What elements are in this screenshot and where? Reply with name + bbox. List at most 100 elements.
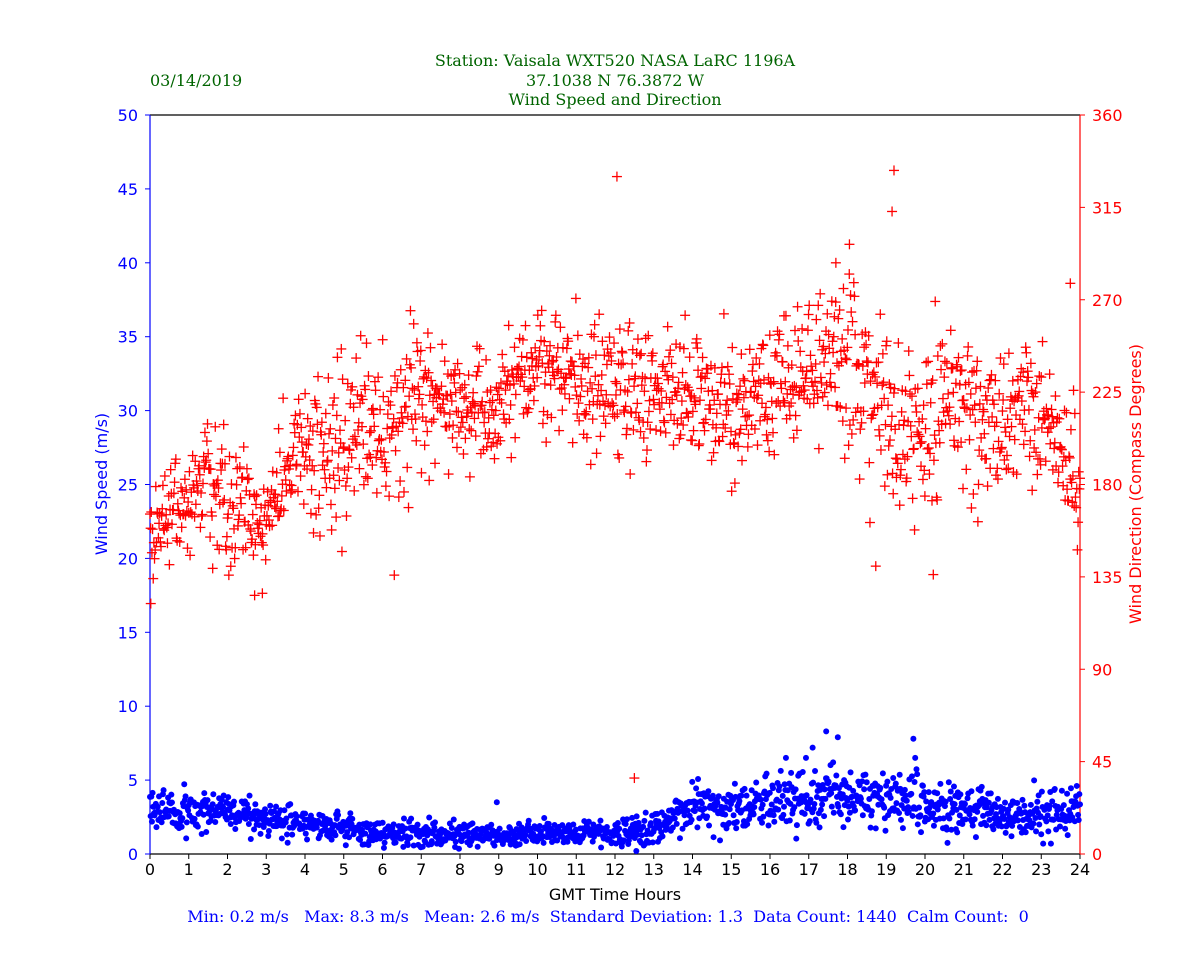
direction-point [292, 486, 303, 497]
direction-point [336, 546, 347, 557]
speed-point [813, 793, 820, 800]
direction-point [877, 348, 888, 359]
direction-point [313, 371, 324, 382]
speed-point [921, 789, 928, 796]
direction-point [309, 465, 320, 476]
direction-point [398, 486, 409, 497]
direction-point [850, 407, 861, 418]
direction-point [212, 540, 223, 551]
left-y-tick-label: 0 [128, 845, 138, 864]
x-tick-label: 17 [799, 860, 819, 879]
direction-point [205, 532, 216, 543]
direction-point [324, 428, 335, 439]
direction-point [649, 399, 660, 410]
direction-point [912, 383, 923, 394]
direction-point [318, 447, 329, 458]
direction-point [348, 402, 359, 413]
direction-point [802, 325, 813, 336]
direction-point [456, 412, 467, 423]
direction-point [857, 361, 868, 372]
direction-point [760, 402, 771, 413]
direction-point [814, 335, 825, 346]
direction-point [828, 331, 839, 342]
speed-point [538, 828, 545, 835]
direction-point [298, 447, 309, 458]
speed-point [404, 842, 411, 849]
direction-point [267, 520, 278, 531]
speed-point [757, 796, 764, 803]
speed-point [878, 796, 885, 803]
speed-point [828, 803, 835, 810]
direction-point [606, 355, 617, 366]
x-tick-label: 5 [339, 860, 349, 879]
speed-point [176, 810, 183, 817]
direction-point [231, 479, 242, 490]
speed-point [733, 818, 740, 825]
direction-point [916, 436, 927, 447]
direction-point [430, 458, 441, 469]
direction-point [1045, 421, 1056, 432]
direction-point [736, 455, 747, 466]
speed-point [262, 806, 269, 813]
speed-point [1058, 787, 1065, 794]
direction-point [247, 509, 258, 520]
direction-point [724, 378, 735, 389]
direction-point [903, 346, 914, 357]
direction-point [155, 541, 166, 552]
direction-point [751, 352, 762, 363]
direction-point [882, 469, 893, 480]
speed-point [819, 801, 826, 808]
direction-point [199, 427, 210, 438]
speed-point [810, 805, 817, 812]
direction-point [620, 385, 631, 396]
direction-point [367, 460, 378, 471]
direction-point [368, 409, 379, 420]
direction-point [764, 446, 775, 457]
direction-point [183, 496, 194, 507]
speed-point [183, 835, 190, 842]
direction-point [996, 442, 1007, 453]
speed-point [179, 815, 186, 822]
direction-point [755, 415, 766, 426]
direction-point [281, 486, 292, 497]
direction-point [1059, 405, 1070, 416]
direction-point [961, 464, 972, 475]
direction-point [464, 471, 475, 482]
direction-point [356, 421, 367, 432]
direction-point [925, 448, 936, 459]
direction-point [944, 402, 955, 413]
direction-point [1001, 450, 1012, 461]
direction-point [291, 459, 302, 470]
left-y-tick-label: 45 [118, 180, 138, 199]
speed-point [910, 735, 917, 742]
speed-point [278, 835, 285, 842]
direction-point [489, 453, 500, 464]
direction-point [810, 358, 821, 369]
direction-point [1050, 391, 1061, 402]
speed-point [759, 801, 766, 808]
direction-point [812, 392, 823, 403]
direction-point [1018, 439, 1029, 450]
speed-point [1022, 829, 1029, 836]
speed-point [726, 806, 733, 813]
speed-point [148, 818, 155, 825]
speed-point [168, 791, 175, 798]
direction-point [677, 367, 688, 378]
speed-point [902, 792, 909, 799]
direction-point [184, 466, 195, 477]
direction-point [623, 325, 634, 336]
direction-point [550, 310, 561, 321]
direction-point [799, 385, 810, 396]
direction-point [294, 432, 305, 443]
direction-point [455, 385, 466, 396]
direction-point [708, 447, 719, 458]
direction-point [641, 445, 652, 456]
speed-point [220, 792, 227, 799]
direction-point [503, 370, 514, 381]
direction-point [879, 481, 890, 492]
direction-point [443, 469, 454, 480]
direction-point [323, 372, 334, 383]
speed-point [731, 780, 738, 787]
direction-point [460, 433, 471, 444]
speed-point [834, 734, 841, 741]
